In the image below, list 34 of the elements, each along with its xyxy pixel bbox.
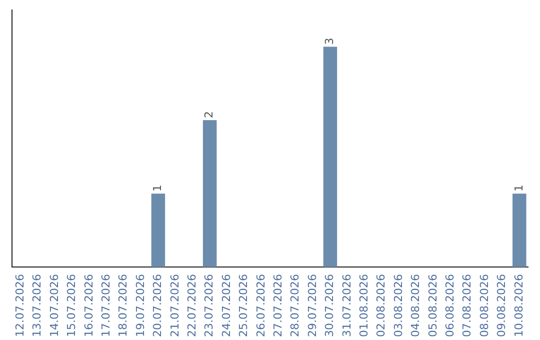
x-tick-label: 29.07.2026 — [306, 274, 319, 338]
x-tick-label: 06.08.2026 — [443, 274, 456, 338]
x-tick-label: 18.07.2026 — [116, 274, 130, 338]
x-tick-label: 31.07.2026 — [340, 274, 354, 338]
x-tick-label: 10.08.2026 — [512, 274, 526, 338]
x-tick-label: 21.07.2026 — [168, 274, 182, 338]
x-tick-label: 15.07.2026 — [65, 274, 78, 338]
x-tick-label: 12.07.2026 — [13, 274, 26, 338]
data-label: 1 — [512, 184, 526, 192]
x-tick-label: 02.08.2026 — [374, 274, 388, 338]
x-tick-label: 27.07.2026 — [271, 274, 284, 338]
x-tick-label: 28.07.2026 — [288, 274, 302, 338]
x-tick-label: 17.07.2026 — [99, 274, 112, 338]
x-tick-label: 07.08.2026 — [460, 274, 474, 338]
x-tick-label: 19.07.2026 — [134, 274, 147, 338]
data-label: 3 — [323, 38, 336, 45]
x-tick-label: 23.07.2026 — [202, 274, 216, 338]
x-tick-label: 05.08.2026 — [426, 274, 440, 338]
x-tick-label: 24.07.2026 — [220, 274, 233, 338]
x-tick-label: 13.07.2026 — [30, 274, 44, 338]
x-tick-label: 09.08.2026 — [495, 274, 508, 338]
x-tick-label: 01.08.2026 — [357, 274, 370, 338]
data-label: 1 — [151, 184, 164, 192]
x-tick-label: 08.08.2026 — [478, 274, 491, 338]
data-label: 2 — [202, 111, 216, 118]
x-tick-label: 26.07.2026 — [254, 274, 268, 338]
x-tick-label: 03.08.2026 — [392, 274, 405, 338]
x-tick-label: 04.08.2026 — [409, 274, 422, 338]
x-tick-label: 20.07.2026 — [151, 274, 164, 338]
x-tick-label: 30.07.2026 — [323, 274, 336, 338]
x-tick-label: 22.07.2026 — [185, 274, 198, 338]
x-tick-label: 14.07.2026 — [48, 274, 61, 338]
x-tick-label: 16.07.2026 — [82, 274, 96, 338]
x-tick-label: 25.07.2026 — [237, 274, 250, 338]
